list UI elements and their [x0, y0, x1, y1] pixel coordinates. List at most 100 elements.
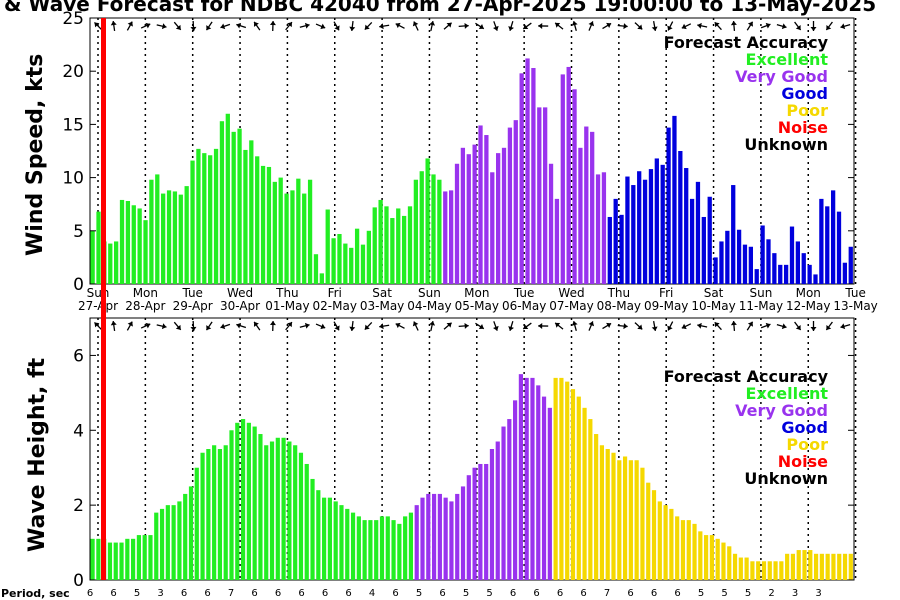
wave-direction-arrows [94, 320, 851, 332]
direction-arrow [395, 322, 405, 329]
direction-arrow [364, 21, 373, 31]
legend-item: Noise [778, 452, 828, 471]
wave-y-axis-label: Wave Height, ft [25, 357, 50, 552]
legend-item: Poor [786, 101, 828, 120]
direction-arrow [140, 322, 151, 329]
bar [619, 214, 624, 284]
period-value: 5 [698, 588, 704, 599]
bar [507, 419, 512, 580]
bar [237, 128, 242, 284]
bar [704, 535, 709, 580]
direction-arrow [794, 321, 802, 331]
bar [154, 512, 159, 580]
bar [767, 561, 772, 580]
bar [695, 181, 701, 284]
bar [831, 553, 836, 580]
bar [378, 199, 383, 284]
bar [284, 193, 289, 284]
direction-arrow [825, 21, 833, 31]
bar [680, 520, 686, 580]
direction-arrow [173, 321, 182, 331]
legend-item: Good [781, 84, 828, 103]
period-value: 3 [815, 588, 821, 599]
bar [634, 460, 639, 580]
bar [779, 561, 784, 580]
direction-arrow [538, 322, 549, 329]
bar [651, 490, 657, 580]
bar [148, 535, 153, 580]
bar [331, 238, 336, 284]
legend-item: Good [781, 418, 828, 437]
direction-arrow [412, 321, 419, 331]
bar [689, 198, 695, 284]
date-label: 27-Apr [78, 299, 118, 313]
bar [607, 216, 612, 284]
bar [660, 164, 665, 284]
bar [501, 147, 507, 284]
direction-arrow [617, 323, 628, 330]
bar [260, 165, 266, 284]
bar [460, 147, 466, 284]
bar [582, 407, 587, 580]
bar [807, 264, 812, 284]
bar [640, 467, 645, 580]
bar [337, 233, 342, 284]
noise-marker-line [101, 18, 106, 580]
bar [553, 377, 558, 580]
bar [149, 179, 154, 284]
bar [536, 385, 541, 580]
bar [243, 149, 248, 284]
bar [313, 254, 319, 284]
bar [761, 561, 767, 580]
legend-item: Poor [786, 435, 828, 454]
bar [119, 199, 125, 284]
direction-arrow [94, 22, 102, 30]
bar [588, 419, 593, 580]
bar [327, 497, 332, 580]
bar [678, 151, 683, 284]
bar [255, 156, 260, 284]
direction-arrow [508, 321, 514, 331]
direction-arrow [220, 323, 231, 330]
bar [219, 121, 225, 284]
bar [390, 218, 395, 284]
bar [837, 553, 842, 580]
legend-item: Unknown [744, 135, 828, 154]
bar [113, 542, 118, 580]
bar [709, 535, 714, 580]
bar [625, 176, 630, 284]
bar [426, 493, 431, 580]
period-value: 6 [322, 588, 328, 599]
legend-item: Very Good [735, 401, 828, 420]
bar [217, 449, 223, 580]
direction-arrow [315, 323, 326, 330]
bar [202, 153, 207, 284]
bar [368, 520, 373, 580]
bar [278, 177, 283, 284]
day-name-label: Mon [796, 286, 821, 300]
bar [501, 426, 506, 580]
wind-day-labels: Sun27-AprMon28-AprTue29-AprWed30-AprThu0… [78, 286, 878, 313]
bar [513, 400, 518, 580]
bar [754, 269, 759, 284]
direction-arrow [697, 322, 708, 329]
bar [789, 226, 795, 284]
direction-arrow [299, 22, 310, 29]
bar [391, 520, 396, 580]
bar [642, 179, 648, 284]
bar [756, 561, 761, 580]
bar [692, 523, 697, 580]
bar [466, 154, 471, 284]
bar [628, 460, 633, 580]
direction-arrow [173, 21, 182, 31]
period-value: 6 [87, 588, 93, 599]
bar [790, 553, 796, 580]
direction-arrow [126, 21, 133, 31]
bar [537, 107, 542, 284]
bar [795, 241, 801, 284]
direction-arrow [236, 22, 247, 29]
direction-arrow [379, 23, 390, 30]
bar [229, 430, 234, 580]
direction-arrow [588, 21, 595, 31]
bar [565, 381, 570, 580]
